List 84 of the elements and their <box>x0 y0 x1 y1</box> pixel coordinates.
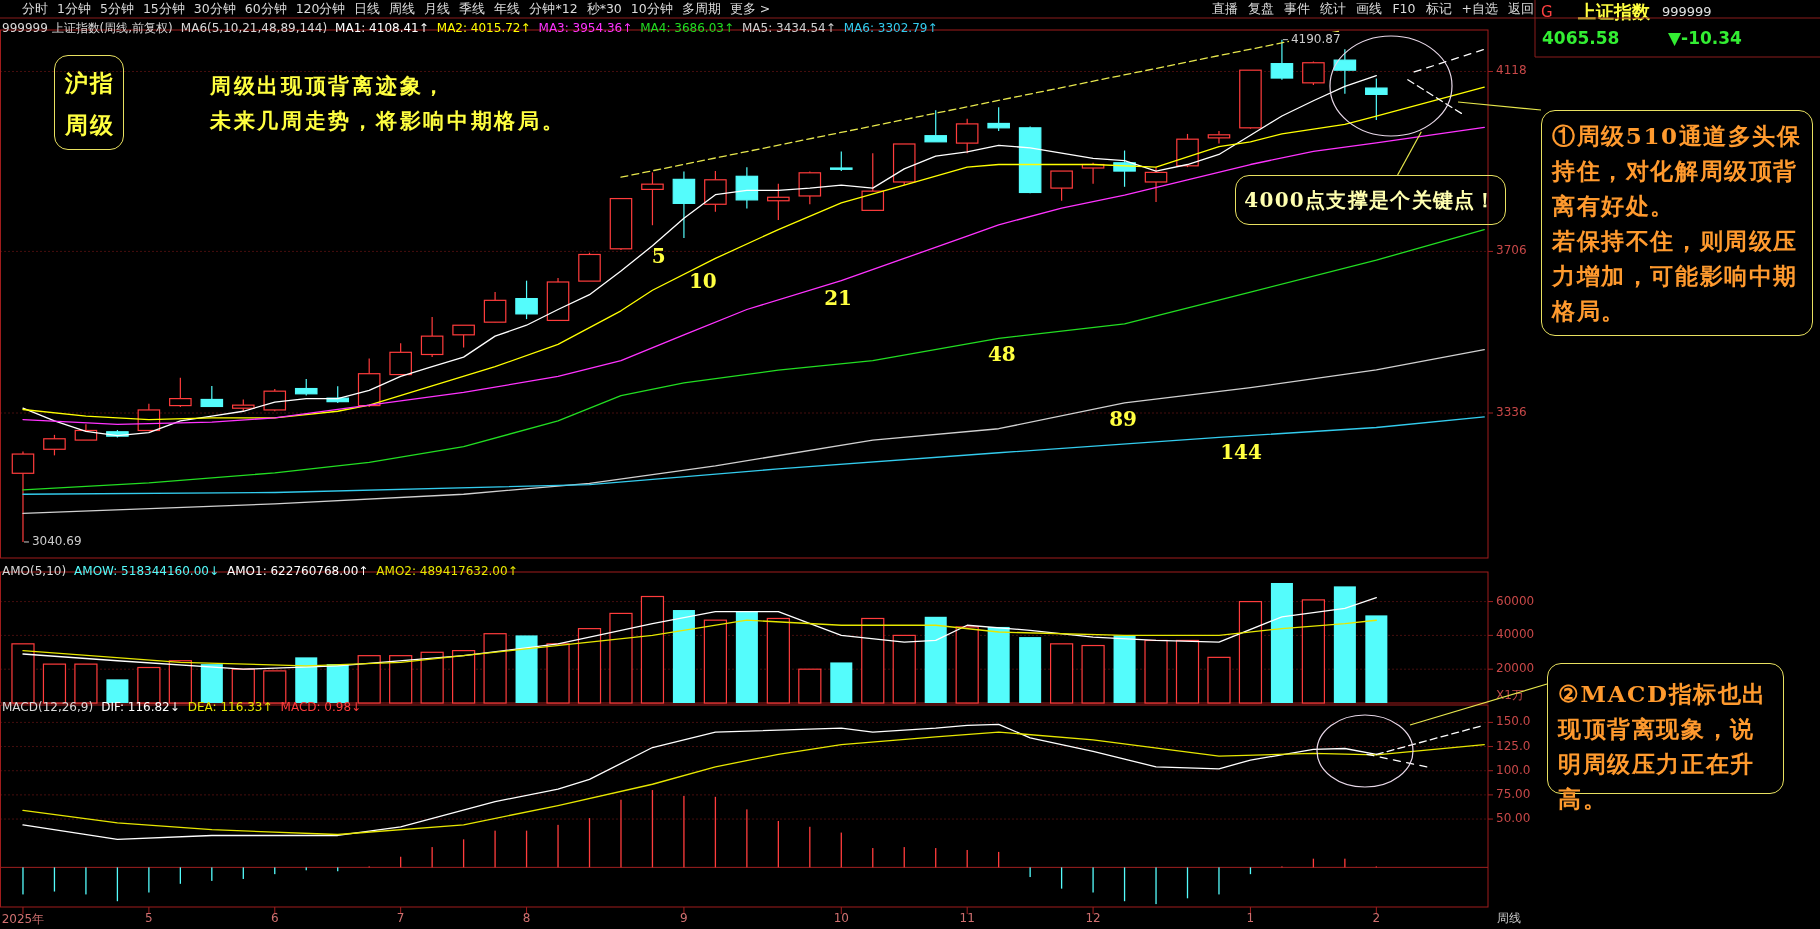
text: MA5: 3434.54↑ <box>742 21 836 35</box>
annotation: 3040.69 <box>29 533 84 548</box>
text: 分时 <box>22 1 48 16</box>
text: 60分钟 <box>244 1 287 16</box>
x-tick-label: 2 <box>1372 911 1381 925</box>
text: AMOW: 518344160.00↓ <box>74 564 219 578</box>
x-tick-label: 10 <box>833 911 849 925</box>
y-tick-label: 125.0 <box>1496 738 1531 753</box>
text: F10 <box>1392 1 1416 16</box>
annotation: 5 <box>651 244 666 269</box>
text: MA4: 3686.03↑ <box>640 21 734 35</box>
text: 秒*30 <box>586 1 622 16</box>
text: 日线 <box>354 1 381 16</box>
chart-title: MACD(12,26,9) <box>2 700 94 714</box>
text: 直播 <box>1212 1 1239 16</box>
text: 事件 <box>1284 1 1311 16</box>
x-tick-label: 2025年 <box>1 911 45 928</box>
y-tick-label: 50.00 <box>1496 811 1531 826</box>
text: 画线 <box>1356 1 1383 16</box>
x-tick-label: 11 <box>959 911 975 925</box>
x-tick-label: 7 <box>396 911 405 925</box>
annotation: 未来几周走势，将影响中期格局。 <box>210 107 566 135</box>
chart-title: 999999 上证指数(周线,前复权) <box>2 21 173 35</box>
text: ▼-10.34 <box>1668 28 1742 48</box>
text: DIF: 116.82↓ <box>101 700 180 714</box>
annotation: 144 <box>1220 440 1262 465</box>
text: G <box>1541 3 1553 21</box>
text: 季线 <box>459 1 486 16</box>
chart-title: AMO(5,10) <box>2 564 67 578</box>
text: 15分钟 <box>142 1 185 16</box>
x-tick-label: 6 <box>270 911 279 925</box>
text: 年线 <box>494 1 521 16</box>
text: 120分钟 <box>295 1 346 16</box>
text: ①周级510通道多头保持住，对化解周级顶背离有好处。 <box>1552 121 1803 221</box>
text: 周线 <box>389 1 416 16</box>
x-tick-label: 1 <box>1246 911 1255 925</box>
x-tick-label: 5 <box>145 911 153 925</box>
text: 更多 > <box>729 1 771 16</box>
x-tick-label: 8 <box>522 911 531 925</box>
legend-title: MA6(5,10,21,48,89,144) <box>180 21 328 35</box>
text: DEA: 116.33↑ <box>187 700 273 714</box>
text: 复盘 <box>1248 1 1275 16</box>
y-tick-label: 150.0 <box>1496 714 1531 729</box>
y-tick-label: 75.00 <box>1496 786 1531 801</box>
x-tick-label: 12 <box>1085 911 1101 925</box>
text: 1分钟 <box>57 1 91 16</box>
text: 若保持不住，则周级压力增加，可能影响中期格局。 <box>1552 226 1799 326</box>
text: AMO2: 489417632.00↑ <box>376 564 518 578</box>
text: MA6: 3302.79↑ <box>843 21 938 35</box>
x-tick-label: 9 <box>680 911 688 925</box>
text: MA3: 3954.36↑ <box>538 21 633 35</box>
text: 999999 <box>1662 4 1712 19</box>
text: 上证指数 <box>1578 0 1650 24</box>
annotation: 周级出现顶背离迹象， <box>210 72 447 100</box>
text: 4065.58 <box>1542 28 1620 48</box>
annotation: 沪指周级 <box>65 68 115 140</box>
annotation: 10 <box>688 268 717 293</box>
y-tick-label: 3336 <box>1496 405 1527 419</box>
text: MACD: 0.98↓ <box>280 700 362 714</box>
text: 返回 <box>1508 1 1534 16</box>
y-tick-label: 60000 <box>1496 593 1535 608</box>
text: 标记 <box>1425 1 1452 16</box>
text: +自选 <box>1461 1 1498 16</box>
text: MA1: 4108.41↑ <box>335 21 429 35</box>
y-tick-label: 20000 <box>1496 661 1535 676</box>
text: 10分钟 <box>630 1 673 16</box>
annotation: 89 <box>1109 406 1137 431</box>
text: MA2: 4015.72↑ <box>436 21 531 35</box>
text: 月线 <box>424 1 451 16</box>
text: 周线 <box>1497 910 1521 927</box>
text: 统计 <box>1320 1 1347 16</box>
annotation: 48 <box>987 342 1016 367</box>
annotation: 4190.87 <box>1288 31 1343 46</box>
y-tick-label: 40000 <box>1496 627 1535 642</box>
annotation: 4000点支撑是个关键点！ <box>1236 176 1505 224</box>
y-tick-label: 4118 <box>1496 63 1527 78</box>
y-tick-label: 100.0 <box>1496 762 1531 777</box>
text: 分钟*12 <box>529 1 578 16</box>
text: 30分钟 <box>193 1 236 16</box>
y-tick-label: 3706 <box>1496 243 1527 258</box>
text: AMO1: 622760768.00↑ <box>226 564 369 578</box>
text: 多周期 <box>681 1 721 16</box>
annotation: 21 <box>824 285 853 310</box>
text: 5分钟 <box>99 1 134 16</box>
